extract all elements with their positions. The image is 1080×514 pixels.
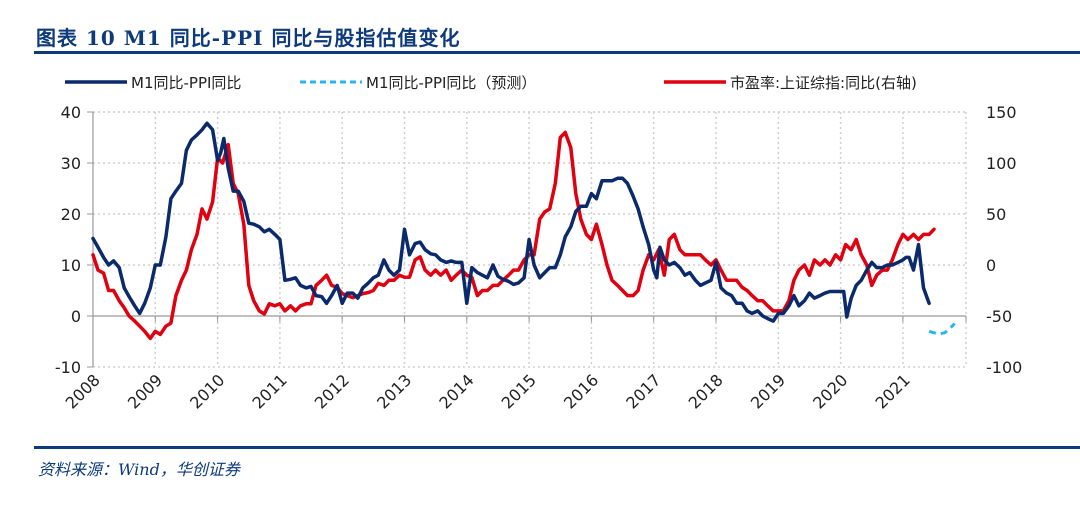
- x-tick-label: 2012: [311, 370, 353, 412]
- legend-label-pe: 市盈率:上证综指:同比(右轴): [730, 74, 917, 92]
- x-tick-label: 2021: [872, 370, 914, 412]
- legend-label-m1-ppi: M1同比-PPI同比: [131, 74, 241, 92]
- y-tick-label-left: -10: [55, 358, 81, 377]
- y-tick-label-left: 10: [61, 256, 81, 275]
- x-tick-label: 2009: [124, 370, 166, 412]
- grid-lines: [93, 111, 967, 368]
- y-tick-label-right: 0: [986, 256, 996, 275]
- series-line-m1-ppi-forecast: [928, 322, 956, 336]
- footer-divider: [34, 446, 1080, 449]
- legend: M1同比-PPI同比 M1同比-PPI同比（预测） 市盈率:上证综指:同比(右轴…: [65, 74, 917, 92]
- y-tick-label-left: 20: [61, 205, 81, 224]
- x-tick-label: 2019: [747, 370, 789, 412]
- x-tick-label: 2013: [373, 370, 415, 412]
- y-tick-label-right: 100: [986, 154, 1017, 173]
- axes: [87, 111, 967, 368]
- y-tick-label-right: -100: [986, 358, 1022, 377]
- y-tick-label-right: 50: [986, 205, 1006, 224]
- y-tick-label-left: 40: [61, 103, 81, 122]
- x-tick-label: 2016: [560, 370, 602, 412]
- y-tick-label-left: 0: [71, 307, 81, 326]
- x-tick-label: 2020: [809, 370, 851, 412]
- source-note: 资料来源：Wind，华创证券: [38, 460, 240, 479]
- x-tick-label: 2011: [249, 370, 291, 412]
- title-divider: [34, 51, 1080, 54]
- x-tick-label: 2015: [498, 370, 540, 412]
- chart-title: 图表 10 M1 同比-PPI 同比与股指估值变化: [36, 26, 461, 50]
- x-tick-label: 2010: [186, 370, 228, 412]
- y-tick-label-left: 30: [61, 154, 81, 173]
- y-tick-label-right: 150: [986, 103, 1017, 122]
- y-tick-label-right: -50: [986, 307, 1012, 326]
- x-tick-label: 2014: [435, 370, 477, 412]
- x-tick-label: 2017: [622, 370, 664, 412]
- x-tick-label: 2018: [685, 370, 727, 412]
- legend-label-forecast: M1同比-PPI同比（预测）: [366, 74, 536, 92]
- series-line-m1-ppi: [91, 121, 931, 323]
- series-lines: [91, 121, 956, 341]
